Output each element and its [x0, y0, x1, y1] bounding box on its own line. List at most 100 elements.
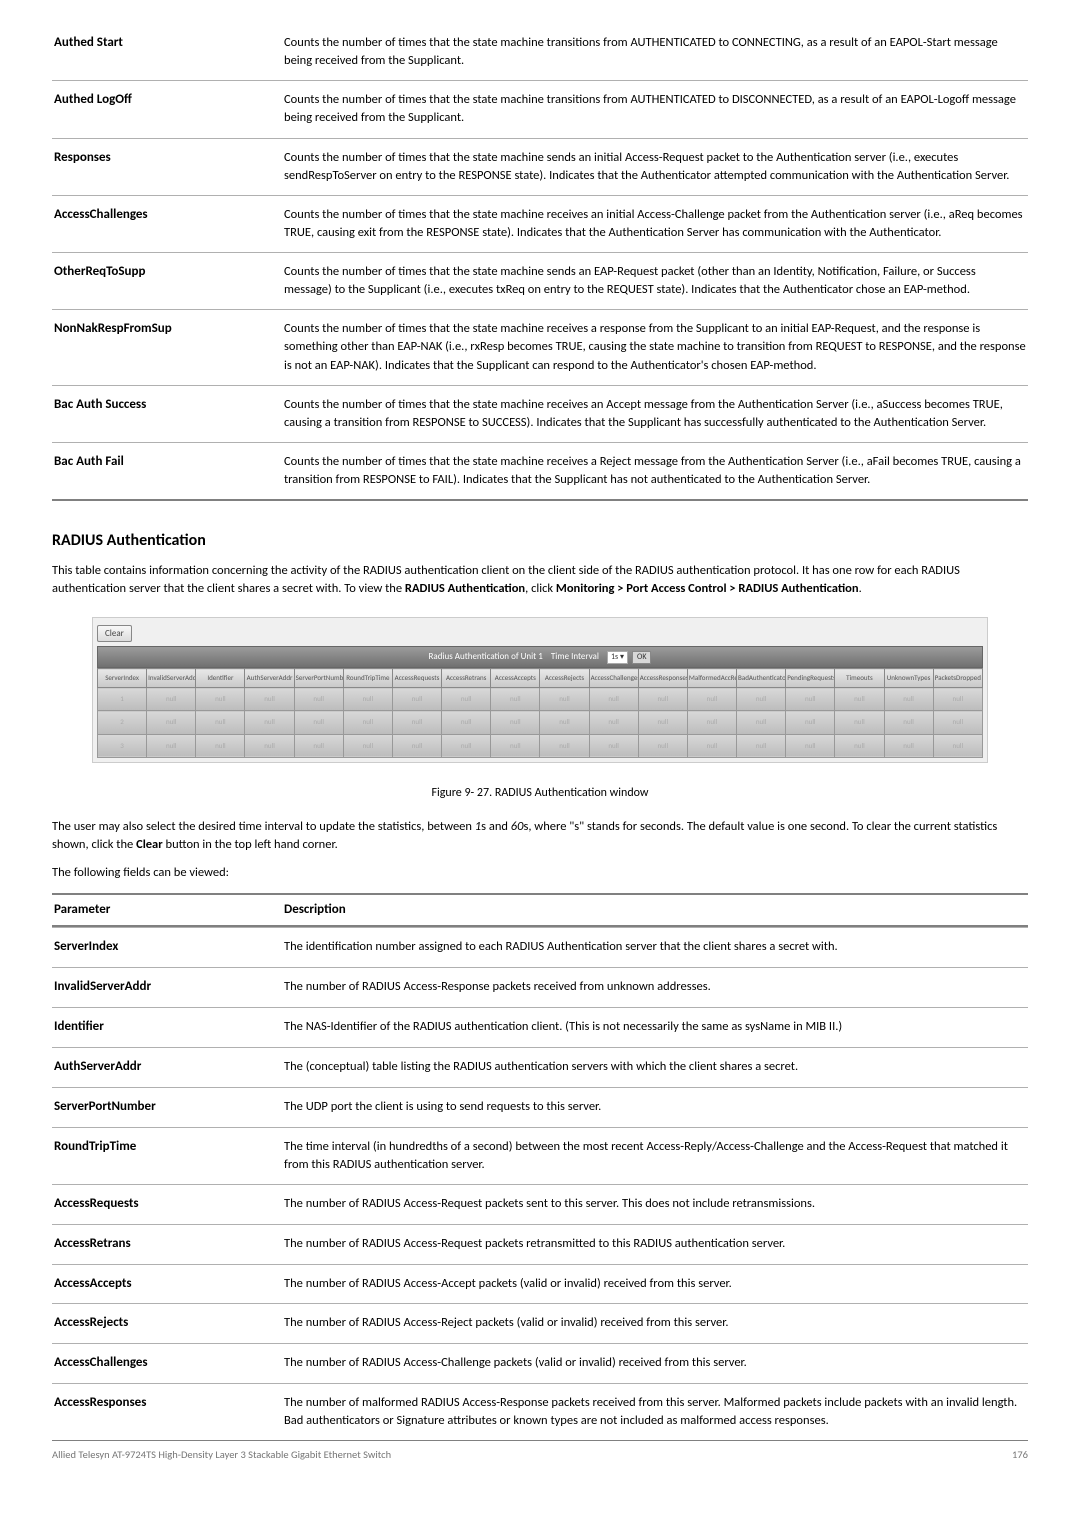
table-header: UnknownTypes	[884, 669, 933, 688]
table-header: ServerIndex	[98, 669, 147, 688]
param-desc: The number of RADIUS Access-Accept packe…	[284, 1275, 1026, 1294]
table-cell: null	[737, 734, 786, 757]
param-row: ServerIndexThe identification number ass…	[52, 927, 1028, 967]
table-cell: null	[343, 688, 392, 711]
param-desc: The NAS-Identifier of the RADIUS authent…	[284, 1018, 1026, 1037]
table-cell: null	[884, 688, 933, 711]
time-interval-select[interactable]: 1s ▾	[607, 651, 628, 665]
table-header: AccessRetrans	[442, 669, 491, 688]
table-cell: null	[933, 688, 982, 711]
param-row: AccessRequestsThe number of RADIUS Acces…	[52, 1184, 1028, 1224]
param-desc: The number of malformed RADIUS Access-Re…	[284, 1394, 1026, 1430]
param-row: AccessRejectsThe number of RADIUS Access…	[52, 1303, 1028, 1343]
param-desc: Counts the number of times that the stat…	[284, 34, 1026, 70]
param-row: InvalidServerAddrThe number of RADIUS Ac…	[52, 967, 1028, 1007]
section-title: RADIUS Authentication	[52, 529, 1028, 552]
param-desc: Counts the number of times that the stat…	[284, 396, 1026, 432]
intro-mid: , click	[525, 581, 556, 596]
table-cell: null	[835, 688, 884, 711]
param-row: AccessRetransThe number of RADIUS Access…	[52, 1224, 1028, 1264]
param-row: Authed StartCounts the number of times t…	[52, 24, 1028, 80]
param-name: AccessRequests	[54, 1195, 284, 1214]
table-header: PendingRequests	[786, 669, 835, 688]
table-cell: null	[442, 688, 491, 711]
param-desc: Counts the number of times that the stat…	[284, 91, 1026, 127]
param-name: OtherReqToSupp	[54, 263, 284, 299]
table-cell: null	[245, 711, 294, 734]
param-name: Bac Auth Success	[54, 396, 284, 432]
param-name: Responses	[54, 149, 284, 185]
param-name: AccessRetrans	[54, 1235, 284, 1254]
clear-button[interactable]: Clear	[97, 625, 132, 642]
radius-window: Clear Radius Authentication of Unit 1 Ti…	[92, 617, 988, 763]
table-cell: null	[196, 711, 245, 734]
table-cell: null	[638, 734, 687, 757]
time-value: 1s	[611, 652, 618, 662]
param-row: AccessResponsesThe number of malformed R…	[52, 1383, 1028, 1440]
param-name: Bac Auth Fail	[54, 453, 284, 489]
intro-post: .	[859, 581, 862, 596]
bottom-header-row: Parameter Description	[52, 895, 1028, 928]
table-cell: null	[638, 688, 687, 711]
table-cell: null	[540, 688, 589, 711]
table-cell: 1	[98, 688, 147, 711]
param-name: ServerPortNumber	[54, 1098, 284, 1117]
param-desc: Counts the number of times that the stat…	[284, 149, 1026, 185]
table-cell: null	[245, 688, 294, 711]
param-name: ServerIndex	[54, 938, 284, 957]
header-description: Description	[284, 901, 1026, 920]
table-cell: null	[491, 734, 540, 757]
param-desc: The time interval (in hundredths of a se…	[284, 1138, 1026, 1174]
param-name: Authed LogOff	[54, 91, 284, 127]
table-header: BadAuthenticators	[737, 669, 786, 688]
table-cell: null	[638, 711, 687, 734]
param-desc: Counts the number of times that the stat…	[284, 263, 1026, 299]
table-cell: 2	[98, 711, 147, 734]
table-cell: null	[343, 711, 392, 734]
table-header: InvalidServerAddr	[147, 669, 196, 688]
table-cell: null	[294, 711, 343, 734]
pf-bold: Clear	[136, 837, 163, 852]
param-desc: The UDP port the client is using to send…	[284, 1098, 1026, 1117]
table-cell: null	[687, 688, 736, 711]
param-row: Bac Auth FailCounts the number of times …	[52, 442, 1028, 499]
pf-a: The user may also select the desired tim…	[52, 819, 475, 834]
table-cell: 3	[98, 734, 147, 757]
table-cell: null	[786, 734, 835, 757]
param-row: AuthServerAddrThe (conceptual) table lis…	[52, 1047, 1028, 1087]
footer-left: Allied Telesyn AT-9724TS High-Density La…	[52, 1447, 391, 1462]
param-row: OtherReqToSuppCounts the number of times…	[52, 252, 1028, 309]
param-desc: Counts the number of times that the stat…	[284, 320, 1026, 374]
table-header: AccessResponses	[638, 669, 687, 688]
intro-b1: RADIUS Authentication	[405, 581, 525, 596]
param-row: AccessChallengesCounts the number of tim…	[52, 195, 1028, 252]
ok-button[interactable]: OK	[632, 651, 651, 665]
table-header: MalformedAccResp	[687, 669, 736, 688]
table-cell: null	[491, 711, 540, 734]
radius-figure: Clear Radius Authentication of Unit 1 Ti…	[52, 617, 1028, 803]
table-cell: null	[147, 734, 196, 757]
param-row: ResponsesCounts the number of times that…	[52, 138, 1028, 195]
table-row: 3nullnullnullnullnullnullnullnullnullnul…	[98, 734, 983, 757]
param-name: AccessAccepts	[54, 1275, 284, 1294]
banner-text: Radius Authentication of Unit 1	[429, 651, 543, 662]
table-header: AuthServerAddr	[245, 669, 294, 688]
table-cell: null	[196, 734, 245, 757]
table-cell: null	[589, 711, 638, 734]
param-row: IdentifierThe NAS-Identifier of the RADI…	[52, 1007, 1028, 1047]
header-parameter: Parameter	[54, 901, 284, 920]
radius-banner: Radius Authentication of Unit 1 Time Int…	[97, 646, 983, 669]
table-cell: null	[491, 688, 540, 711]
table-cell: null	[392, 734, 441, 757]
param-row: ServerPortNumberThe UDP port the client …	[52, 1087, 1028, 1127]
table-cell: null	[589, 688, 638, 711]
param-desc: The number of RADIUS Access-Challenge pa…	[284, 1354, 1026, 1373]
table-cell: null	[540, 734, 589, 757]
table-cell: null	[392, 711, 441, 734]
table-header: AccessChallenges	[589, 669, 638, 688]
param-name: AccessChallenges	[54, 1354, 284, 1373]
param-name: RoundTripTime	[54, 1138, 284, 1174]
section-intro: This table contains information concerni…	[52, 562, 1028, 598]
table-cell: null	[884, 711, 933, 734]
param-name: AccessResponses	[54, 1394, 284, 1430]
